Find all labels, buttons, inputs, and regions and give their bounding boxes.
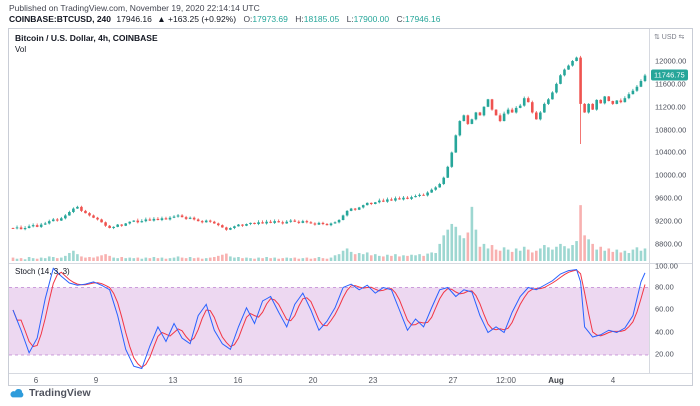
last-price: 17946.16 (116, 14, 152, 24)
low-label: L: (346, 14, 354, 24)
price-tick: 11600.00 (655, 79, 686, 89)
symbol-name: COINBASE:BTCUSD, 240 (9, 14, 112, 24)
price-tick: 10000.00 (655, 170, 687, 180)
price-tick: 10400.00 (655, 147, 687, 157)
tradingview-logo-icon (9, 387, 25, 399)
stoch-tick: 20.00 (655, 349, 674, 359)
pane-separator[interactable] (9, 263, 692, 264)
chart-frame: Bitcoin / U.S. Dollar, 4h, COINBASE Vol … (8, 28, 693, 386)
time-axis-separator (9, 373, 692, 374)
high-value: 18185.05 (303, 14, 340, 24)
low-value: 17900.00 (353, 14, 390, 24)
time-tick: 12:00 (495, 376, 517, 385)
volume-indicator-label: Vol (15, 45, 27, 54)
stoch-indicator-label: Stoch (14, 3, 3) (15, 267, 70, 276)
pane-title: Bitcoin / U.S. Dollar, 4h, COINBASE (15, 33, 158, 43)
stoch-tick: 80.00 (655, 282, 674, 292)
stoch-pane-canvas[interactable] (9, 264, 649, 374)
time-tick: 27 (448, 376, 458, 385)
price-tick: 11200.00 (655, 102, 686, 112)
time-tick: 6 (33, 376, 39, 385)
tradingview-brand-text: TradingView (29, 387, 91, 399)
price-pane-canvas[interactable] (9, 29, 649, 263)
published-line: Published on TradingView.com, November 1… (9, 3, 260, 13)
stoch-tick: 60.00 (655, 304, 674, 314)
time-tick: 13 (168, 376, 178, 385)
symbol-line: COINBASE:BTCUSD, 240 17946.16 ▲ +163.25 … (9, 14, 440, 24)
price-change: ▲ +163.25 (+0.92%) (157, 14, 237, 24)
price-axis-unit-label: ⇅ USD ⇆ (654, 34, 685, 41)
close-label: C: (396, 14, 406, 24)
price-tick: 10800.00 (655, 125, 687, 135)
time-tick-month: Aug (548, 376, 564, 385)
tradingview-attribution[interactable]: TradingView (9, 387, 91, 399)
time-tick: 9 (93, 376, 99, 385)
stoch-tick: 40.00 (655, 327, 674, 337)
price-tick: 8800.00 (655, 239, 683, 249)
time-tick: 16 (233, 376, 243, 385)
price-tick: 9200.00 (655, 216, 683, 226)
time-tick: 23 (368, 376, 378, 385)
stoch-tick: 100.00 (655, 261, 678, 271)
open-label: O: (243, 14, 253, 24)
price-tick: 12000.00 (655, 56, 687, 66)
price-axis-separator (649, 29, 650, 373)
close-value: 17946.16 (405, 14, 441, 24)
time-tick: 4 (610, 376, 616, 385)
high-label: H: (295, 14, 304, 24)
price-tick: 9600.00 (655, 193, 683, 203)
open-value: 17973.69 (252, 14, 288, 24)
time-tick: 20 (308, 376, 318, 385)
last-price-badge: 11746.75 (651, 69, 688, 81)
